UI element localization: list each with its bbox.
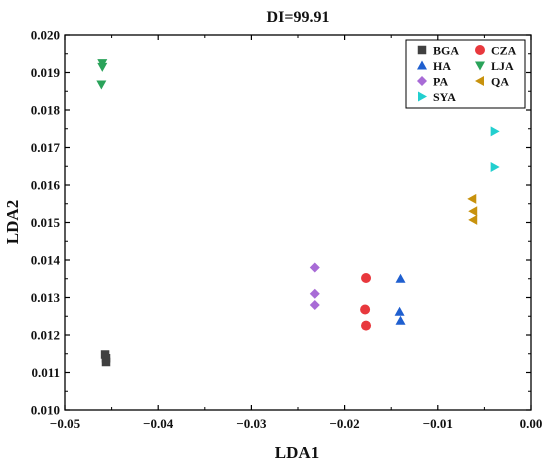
legend-marker-ha bbox=[417, 60, 427, 70]
legend-marker-qa bbox=[475, 76, 484, 86]
legend-label-sya: SYA bbox=[433, 90, 456, 104]
y-tick-label: 0.017 bbox=[31, 140, 61, 155]
y-tick-label: 0.020 bbox=[31, 28, 60, 43]
y-tick-label: 0.018 bbox=[31, 103, 61, 118]
data-point-qa bbox=[467, 193, 477, 204]
legend-marker-bga bbox=[417, 45, 427, 55]
data-point-pa bbox=[309, 262, 320, 273]
x-axis-label: LDA1 bbox=[275, 443, 319, 462]
legend-label-qa: QA bbox=[491, 75, 509, 89]
y-tick-label: 0.016 bbox=[31, 178, 61, 193]
y-axis-label: LDA2 bbox=[3, 200, 22, 244]
data-point-pa bbox=[309, 288, 320, 299]
x-tick-label: 0.00 bbox=[520, 416, 543, 431]
x-tick-label: −0.05 bbox=[50, 416, 81, 431]
legend-label-cza: CZA bbox=[491, 44, 517, 58]
legend-label-pa: PA bbox=[433, 75, 448, 89]
y-tick-label: 0.019 bbox=[31, 65, 61, 80]
y-tick-label: 0.015 bbox=[31, 215, 61, 230]
legend-label-ha: HA bbox=[433, 59, 451, 73]
data-point-cza bbox=[360, 304, 371, 315]
legend-marker-lja bbox=[475, 61, 485, 71]
legend-label-lja: LJA bbox=[491, 59, 514, 73]
y-tick-label: 0.010 bbox=[31, 403, 60, 418]
chart-title: DI=99.91 bbox=[267, 9, 330, 26]
data-points bbox=[96, 59, 500, 367]
x-tick-label: −0.03 bbox=[236, 416, 267, 431]
y-tick-label: 0.012 bbox=[31, 328, 60, 343]
y-tick-label: 0.014 bbox=[31, 253, 61, 268]
data-point-ha bbox=[395, 273, 406, 283]
data-point-cza bbox=[361, 320, 372, 331]
data-point-ha bbox=[394, 306, 405, 316]
data-point-lja bbox=[96, 80, 107, 90]
data-point-pa bbox=[309, 300, 320, 310]
data-point-ha bbox=[395, 315, 406, 325]
data-point-sya bbox=[490, 126, 500, 137]
data-point-qa bbox=[468, 214, 478, 225]
data-point-cza bbox=[361, 273, 372, 283]
legend-marker-sya bbox=[418, 91, 427, 102]
x-tick-label: −0.02 bbox=[330, 416, 360, 431]
x-tick-label: −0.01 bbox=[423, 416, 453, 431]
legend-marker-cza bbox=[475, 45, 485, 55]
y-tick-label: 0.013 bbox=[31, 290, 61, 305]
data-point-qa bbox=[468, 206, 478, 217]
x-axis: −0.05 −0.04 −0.03 −0.02 −0.01 0.00 bbox=[50, 35, 542, 431]
legend: BGA CZA HA LJA PA QA SYA bbox=[405, 39, 526, 109]
y-axis: 0.010 0.011 0.012 0.013 0.014 0.015 0.016 0.017… bbox=[31, 28, 531, 418]
y-tick-label: 0.011 bbox=[31, 365, 60, 380]
legend-marker-pa bbox=[417, 76, 427, 86]
x-tick-label: −0.04 bbox=[143, 416, 174, 431]
legend-label-bga: BGA bbox=[433, 44, 459, 58]
data-point-lja bbox=[97, 62, 108, 72]
data-point-sya bbox=[490, 162, 500, 172]
data-point-bga bbox=[101, 357, 111, 367]
